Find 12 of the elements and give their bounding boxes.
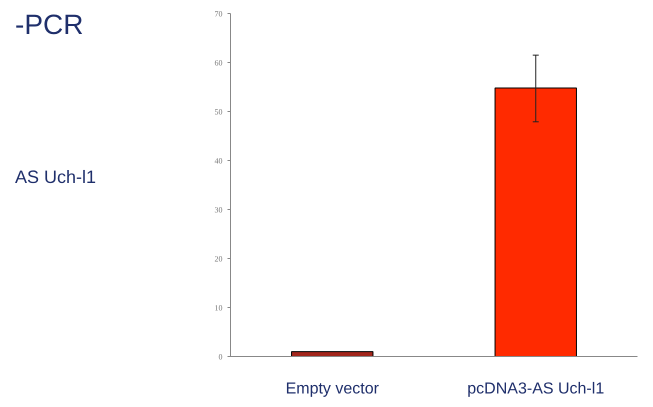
y-tick-label: 30: [214, 206, 222, 214]
y-tick-label: 40: [214, 156, 222, 166]
y-tick-label: 70: [214, 10, 222, 18]
y-tick-label: 60: [214, 58, 222, 68]
chart-title: -PCR: [15, 8, 84, 42]
text: AS Uch-l1: [15, 166, 96, 189]
x-tick-label: pcDNA3-AS Uch-l1: [467, 380, 604, 398]
x-tick-label: Empty vector: [286, 380, 380, 398]
y-tick-label: 20: [214, 254, 222, 264]
y-tick-label: 10: [214, 304, 222, 312]
y-tick-label: 50: [214, 108, 222, 116]
y-tick-label: 0: [218, 352, 222, 362]
